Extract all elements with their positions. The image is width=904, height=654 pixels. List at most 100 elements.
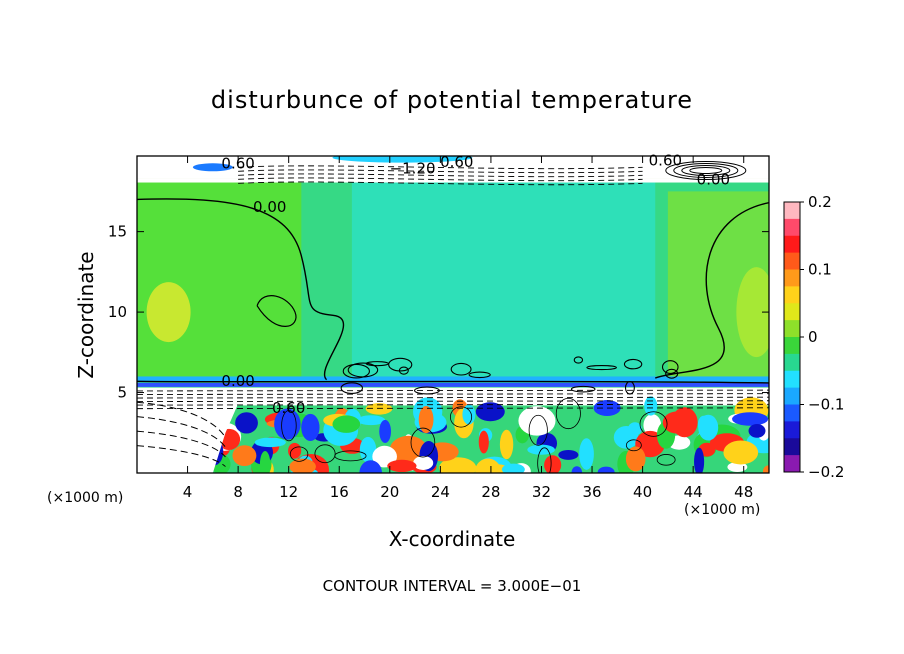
contour-lower-cell — [625, 439, 642, 452]
field-yellow-patch-right — [736, 267, 769, 358]
field-eddy — [698, 414, 719, 441]
contour-lower-cell — [656, 454, 676, 466]
x-tick-label: 8 — [233, 483, 243, 501]
x-tick-label: 4 — [183, 483, 193, 501]
colorbar-swatch — [784, 421, 800, 439]
field-eddy — [727, 461, 748, 472]
colorbar-swatch — [784, 455, 800, 473]
contour-lower-cell — [449, 406, 473, 428]
field-eddy — [288, 442, 302, 459]
field-eddy — [332, 415, 361, 433]
contour-label: 0.00 — [221, 372, 254, 390]
field-eddy — [359, 460, 382, 473]
field-eddy — [475, 458, 501, 473]
colorbar-tick-label: 0 — [808, 328, 818, 346]
contour-small-cell — [388, 357, 413, 372]
contour-negative-band — [137, 393, 769, 395]
field-eddy — [356, 415, 386, 426]
field-deep-blue-band — [137, 382, 769, 387]
contour-lower-cell — [410, 427, 436, 458]
contour-lines — [137, 160, 769, 473]
field-eddy — [694, 447, 705, 473]
field-eddy — [462, 404, 476, 425]
y-tick-label: 15 — [108, 223, 127, 241]
contour-small-cell — [624, 381, 635, 395]
field-eddy — [613, 426, 639, 449]
contour-dashed-bottom-left — [137, 401, 226, 438]
field-eddy — [413, 455, 434, 470]
contour-closed-left — [256, 295, 297, 327]
contour-label: 0.00 — [253, 198, 286, 216]
x-axis-ticks: 4 8 12 16 20 24 28 32 36 40 44 48 — [183, 156, 753, 501]
contour-label: 0.60 — [440, 153, 473, 171]
contour-small-cell — [398, 366, 409, 375]
x-unit-left: (×1000 m) — [47, 490, 124, 506]
contour-closed-top-right — [665, 160, 747, 180]
plot-frame — [136, 155, 770, 474]
field-eddy — [301, 413, 320, 442]
field-eddy — [748, 424, 766, 438]
contour-lower-cell — [555, 397, 581, 430]
field-eddy — [254, 437, 286, 448]
colorbar-swatch — [784, 320, 800, 338]
contour-lower-cell — [314, 444, 336, 464]
contour-small-cell — [468, 371, 491, 379]
field-eddy — [235, 412, 258, 434]
colorbar-swatch — [784, 286, 800, 304]
field-eddy — [625, 446, 646, 472]
contour-label: 0.60 — [649, 151, 682, 169]
field-eddy — [723, 440, 759, 465]
y-axis-ticks: 5 10 15 — [108, 223, 769, 402]
x-axis-label: X-coordinate — [388, 527, 516, 551]
contour-label-group: 0.60 0.60 0.60−1.200.000.000.000.60 — [221, 151, 730, 417]
field-eddy — [579, 438, 594, 470]
y-axis-label: Z-coordinate — [74, 251, 98, 379]
x-tick-label: 12 — [279, 483, 298, 501]
contour-lower-cell — [537, 447, 552, 473]
y-tick-label: 10 — [108, 303, 127, 321]
field-top-cyan — [332, 156, 473, 163]
colorbar-tick-label: 0.1 — [808, 261, 832, 279]
contour-label: 0.60 — [272, 399, 305, 417]
field-eddy — [259, 451, 271, 473]
contour-label: 0.60 — [221, 155, 254, 173]
field-yellow-patch — [146, 282, 191, 343]
field-left-green — [137, 176, 302, 383]
contour-small-cell — [623, 358, 643, 370]
contour-small-cell — [665, 368, 679, 379]
colorbar-swatch — [784, 438, 800, 456]
contour-negative-top — [238, 165, 643, 170]
contour-small-cell — [365, 361, 389, 367]
field-eddy — [501, 463, 525, 473]
contour-closed-top-right — [681, 164, 731, 176]
field-eddy — [643, 414, 662, 437]
field-eddy — [644, 396, 658, 416]
contour-interval-note: CONTOUR INTERVAL = 3.000E−01 — [322, 577, 582, 595]
colorbar-swatch — [784, 404, 800, 422]
colorbar-swatch — [784, 235, 800, 254]
contour-zero-lower — [137, 380, 769, 384]
field-eddy — [518, 406, 556, 436]
contour-lower-cell — [289, 446, 309, 462]
x-unit-right: (×1000 m) — [684, 502, 761, 518]
field-eddy — [274, 408, 301, 440]
field-eddy — [571, 466, 583, 473]
contour-small-cell — [347, 362, 379, 378]
contour-zero-right — [654, 201, 769, 379]
contour-negative-band — [137, 389, 769, 392]
contour-negative-band — [137, 407, 769, 410]
colorbar-swatch — [784, 218, 800, 237]
field-eddy — [379, 419, 392, 443]
contour-closed-top-right — [673, 162, 739, 178]
x-tick-label: 32 — [532, 483, 551, 501]
contour-small-cell — [340, 382, 363, 394]
field-eddy — [232, 445, 257, 467]
contour-negative-top — [238, 177, 643, 182]
field-eddy — [365, 403, 393, 415]
contour-negative-top — [238, 169, 643, 174]
colorbar-swatch — [784, 370, 800, 389]
field-eddy — [597, 466, 615, 473]
contour-zero-left — [137, 198, 345, 381]
contour-negative-band — [137, 400, 769, 403]
